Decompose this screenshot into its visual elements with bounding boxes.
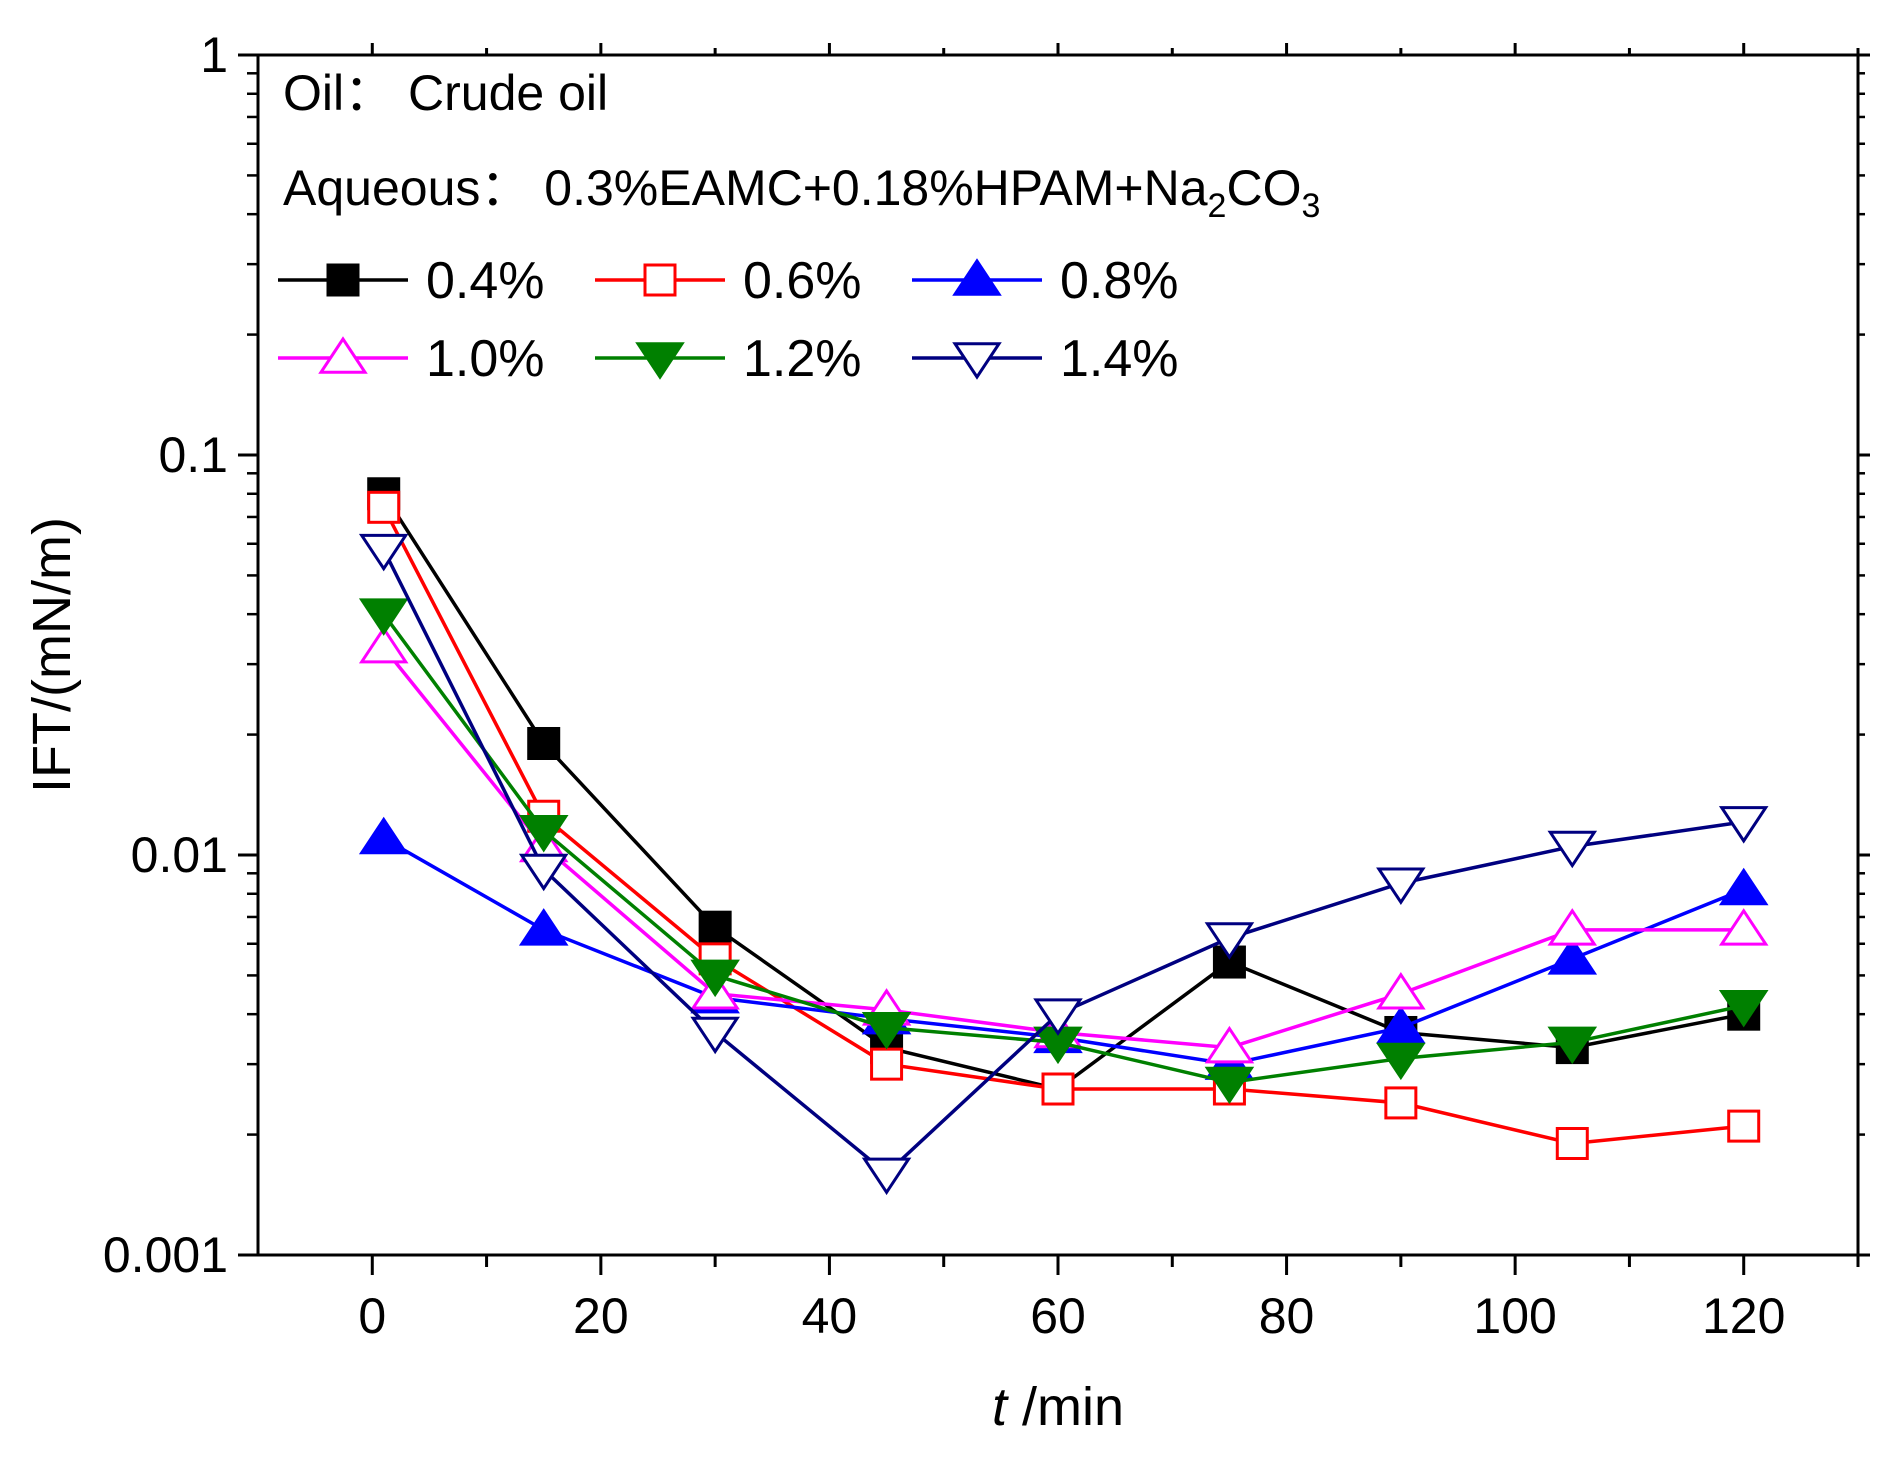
series-1.0% [358,625,1769,1064]
x-tick-label: 60 [1030,1288,1086,1344]
legend-label: 0.4% [426,252,545,310]
x-axis: 0 20 40 60 80 100 120 [358,43,1860,1344]
data-point [690,959,740,998]
data-point [1376,971,1426,1010]
aqueous-mid: CO [1226,160,1301,216]
x-tick-label: 40 [802,1288,858,1344]
data-point [1718,806,1769,844]
x-axis-title: t /min [992,1377,1124,1437]
data-point [1547,830,1598,869]
y-axis: 0.001 0.01 0.1 1 [103,27,1870,1283]
data-point [1376,867,1426,905]
data-point [1204,1066,1255,1105]
data-point [1547,937,1598,975]
data-point [861,1011,912,1050]
data-point [367,490,401,524]
data-point [518,814,569,853]
x-tick-label: 80 [1259,1288,1315,1344]
y-tick-label: 0.1 [158,427,228,483]
data-point [1041,1072,1075,1106]
data-point [527,726,561,760]
legend-label: 1.0% [426,330,545,388]
aqueous-prefix: Aqueous： 0.3%EAMC+0.18%HPAM+Na [283,160,1208,216]
y-tick-label: 0.001 [103,1227,228,1283]
series-1.2% [358,598,1769,1105]
data-point [690,1016,740,1055]
data-point [1718,989,1769,1028]
y-axis-title: IFT/(mN/m) [22,517,82,793]
legend-marker [952,258,1002,296]
aqueous-sub2: 3 [1301,187,1320,225]
data-point [358,533,409,572]
data-point [1384,1086,1418,1120]
series-0.6% [367,490,1761,1160]
x-axis-title-italic: t [992,1377,1009,1437]
y-tick-label: 1 [200,27,228,83]
series-layer [358,477,1769,1196]
x-axis-title-rest: /min [1007,1377,1124,1437]
data-point [1718,908,1769,946]
legend-item: 1.2% [595,330,862,388]
data-point [1718,867,1769,906]
data-point [870,1047,904,1081]
data-point [358,816,409,855]
legend-marker [326,263,360,297]
data-point [1376,1006,1426,1044]
data-point [1727,1109,1761,1143]
x-tick-label: 20 [573,1288,629,1344]
x-tick-label: 0 [358,1288,386,1344]
legend-marker [635,342,685,380]
legend-marker [643,263,677,297]
legend-item: 0.4% [278,252,545,310]
legend-item: 1.0% [278,330,545,388]
data-point [1547,908,1598,946]
y-tick-label: 0.01 [131,827,228,883]
data-point [518,853,569,892]
legend-marker [318,336,368,374]
data-point [698,910,732,944]
data-point [1033,998,1083,1036]
x-tick-label: 100 [1473,1288,1556,1344]
legend-item: 1.4% [912,330,1179,388]
data-point [518,908,569,946]
data-point [358,625,409,664]
data-point [1547,1026,1598,1065]
data-point [1376,1042,1426,1081]
legend-label: 0.6% [743,252,862,310]
oil-annotation: Oil： Crude oil [283,65,608,121]
legend-label: 0.8% [1060,252,1179,310]
legend-label: 1.2% [743,330,862,388]
series-line [382,646,1744,1050]
data-point [1204,1025,1255,1064]
x-tick-label: 120 [1702,1288,1785,1344]
series-1.4% [358,533,1769,1196]
data-point [861,1157,912,1196]
legend-marker [952,342,1002,380]
data-point [358,598,409,636]
legend: 0.4% 0.6% 0.8% 1.0% 1.2% 1.4% [278,252,1179,388]
legend-item: 0.6% [595,252,862,310]
aqueous-annotation: Aqueous： 0.3%EAMC+0.18%HPAM+Na2CO3 [283,160,1320,225]
data-point [1555,1126,1589,1160]
aqueous-sub1: 2 [1208,187,1227,225]
data-point [1204,922,1255,960]
legend-item: 0.8% [912,252,1179,310]
legend-label: 1.4% [1060,330,1179,388]
